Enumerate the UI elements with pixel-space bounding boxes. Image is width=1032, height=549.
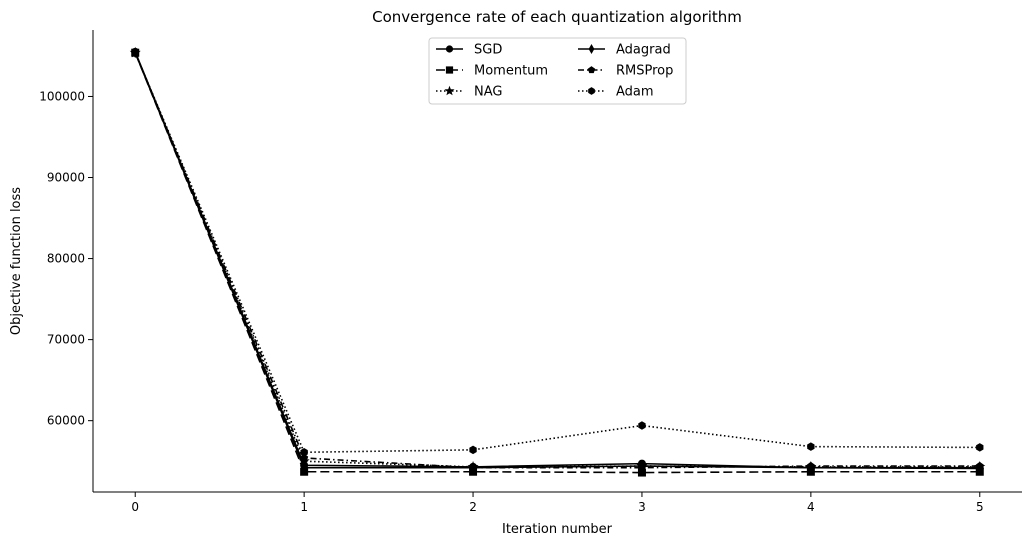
data-point: [637, 463, 647, 472]
x-tick-label: 4: [807, 500, 815, 514]
data-point: [468, 463, 478, 472]
series-sgd: [131, 47, 984, 473]
y-tick-label: 80000: [47, 252, 85, 266]
legend-item: SGD: [436, 43, 502, 58]
series-line: [134, 52, 980, 469]
legend-label: Adam: [616, 85, 654, 100]
y-tick-label: 100000: [39, 89, 85, 103]
data-point: [300, 462, 308, 474]
legend-marker: [445, 66, 454, 74]
y-tick-label: 90000: [47, 171, 85, 185]
legend-frame: [428, 37, 687, 105]
plot-area: [129, 46, 986, 477]
x-tick-label: 5: [976, 500, 984, 514]
chart-title: Convergence rate of each quantization al…: [372, 8, 742, 26]
series-adam: [131, 48, 984, 457]
x-tick-label: 2: [469, 500, 477, 514]
x-tick-label: 0: [131, 500, 139, 514]
data-point: [807, 442, 815, 451]
legend-label: RMSProp: [616, 64, 673, 79]
legend-item: Adagrad: [578, 43, 671, 58]
legend-item: Momentum: [436, 64, 548, 79]
data-point: [638, 421, 646, 430]
legend-item: RMSProp: [578, 64, 673, 79]
series-line: [134, 52, 980, 469]
x-axis-label: Iteration number: [502, 522, 613, 537]
data-point: [131, 48, 139, 57]
series-adagrad: [132, 47, 983, 474]
legend-label: Momentum: [474, 64, 548, 79]
legend-label: NAG: [474, 85, 502, 100]
y-axis-label: Objective function loss: [9, 187, 24, 335]
series-line: [134, 52, 980, 474]
legend-item: Adam: [578, 85, 654, 100]
data-point: [469, 445, 477, 455]
data-point: [300, 453, 309, 462]
x-ticks: 0 1 2 3 4 5: [131, 492, 984, 514]
x-tick-label: 1: [300, 500, 308, 514]
legend-label: SGD: [474, 43, 502, 58]
legend-marker: [444, 85, 455, 96]
series-line: [134, 52, 980, 468]
data-point: [975, 461, 984, 470]
y-tick-label: 70000: [47, 333, 85, 347]
series-nag: [129, 46, 986, 472]
series-momentum: [131, 48, 984, 477]
data-point: [976, 443, 984, 452]
series-line: [134, 52, 980, 454]
legend-marker: [588, 87, 595, 95]
data-point: [806, 461, 815, 470]
series-rmsprop: [131, 48, 984, 472]
legend: SGD Momentum NAG Adagrad RMSProp Adam: [428, 37, 687, 105]
x-tick-label: 3: [638, 500, 646, 514]
legend-item: NAG: [436, 85, 502, 100]
series-line: [134, 51, 980, 470]
y-tick-label: 60000: [47, 414, 85, 428]
legend-label: Adagrad: [616, 43, 671, 58]
y-ticks: 60000 70000 80000 90000 100000: [39, 89, 93, 428]
legend-marker: [445, 45, 454, 53]
data-point: [300, 448, 308, 457]
legend-marker: [588, 44, 595, 54]
legend-marker: [587, 66, 596, 74]
